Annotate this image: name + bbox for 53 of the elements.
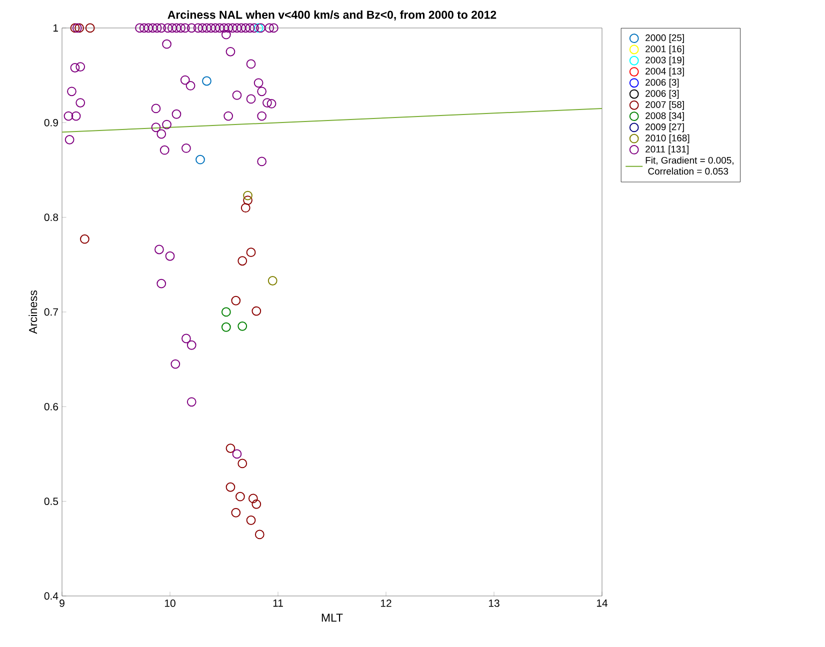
- x-tick-label: 11: [273, 600, 283, 607]
- point: [243, 196, 252, 205]
- legend-label: Fit, Gradient = 0.005, Correlation = 0.053: [646, 156, 734, 175]
- y-tick-label: 0.9: [44, 118, 58, 126]
- point: [246, 516, 256, 525]
- point: [252, 499, 262, 509]
- legend-label: 2000 [25]: [646, 34, 684, 44]
- point: [226, 482, 236, 492]
- x-axis-title: MLT: [322, 614, 343, 622]
- point: [238, 256, 248, 266]
- legend-label: 2006 [3]: [646, 78, 679, 88]
- legend-label: 2007 [58]: [646, 101, 684, 110]
- point: [238, 321, 248, 331]
- chart-title: Arciness NAL when v<400 km/s and Bz<0, from 2000 to 2012: [168, 10, 496, 20]
- point: [268, 276, 278, 286]
- point: [85, 23, 95, 33]
- point: [196, 154, 205, 164]
- legend-label: 2010 [168]: [646, 134, 690, 144]
- y-tick-label: 0.7: [44, 308, 58, 316]
- point: [74, 23, 84, 33]
- point: [238, 458, 248, 468]
- x-tick-label: 14: [596, 600, 608, 607]
- point: [221, 307, 231, 317]
- x-tick-label: 10: [164, 600, 176, 607]
- y-tick-label: 0.6: [44, 402, 58, 410]
- point: [252, 306, 262, 316]
- point: [221, 322, 231, 332]
- x-tick-label: 13: [488, 600, 500, 607]
- point: [240, 203, 250, 213]
- point: [254, 530, 264, 540]
- y-tick-label: 1: [53, 24, 58, 32]
- legend-label: 2011 [131]: [646, 146, 688, 154]
- y-tick-label: 0.5: [44, 498, 58, 506]
- legend-label: 2006 [3]: [646, 90, 679, 99]
- legend-label: 2008 [34]: [646, 112, 684, 121]
- legend-label: 2003 [19]: [646, 56, 684, 66]
- y-axis-title: Arciness: [28, 290, 38, 334]
- point: [236, 492, 245, 502]
- legend-label: 2001 [16]: [646, 45, 684, 54]
- point: [226, 444, 236, 454]
- point: [248, 494, 258, 504]
- legend-label: 2009 [27]: [646, 123, 684, 132]
- point: [243, 190, 252, 200]
- point: [202, 76, 212, 86]
- y-tick-label: 0.8: [44, 214, 58, 222]
- x-tick-label: 12: [380, 600, 392, 607]
- point: [231, 296, 241, 306]
- x-tick-label: 9: [60, 600, 64, 607]
- y-tick-label: 0.4: [44, 592, 58, 600]
- point: [231, 508, 241, 518]
- point: [246, 248, 256, 258]
- legend-label: 2004 [13]: [646, 68, 684, 76]
- point: [80, 234, 90, 244]
